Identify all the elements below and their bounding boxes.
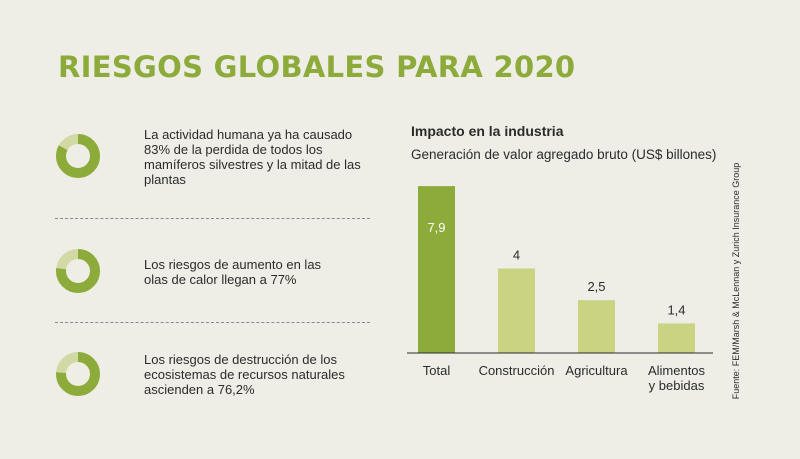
stat-text: Los riesgos de destrucción de los ecosis… xyxy=(144,352,345,397)
divider xyxy=(55,322,370,323)
category-label: Agricultura xyxy=(565,363,628,378)
divider xyxy=(55,218,370,219)
bar xyxy=(498,268,535,353)
stat-item: Los riesgos de destrucción de los ecosis… xyxy=(52,343,372,423)
source-text: Fuente: FEM/Marsh & McLennan y Zurich In… xyxy=(731,162,741,400)
data-label: 4 xyxy=(513,248,520,263)
donut-value-arc xyxy=(56,134,100,178)
donut-value-arc xyxy=(56,352,100,396)
bar xyxy=(418,186,455,353)
data-label: 1,4 xyxy=(667,302,685,317)
data-label: 7,9 xyxy=(427,220,445,235)
category-label: Alimentos xyxy=(648,363,706,378)
bar xyxy=(658,323,695,353)
category-label: y bebidas xyxy=(649,378,705,393)
page-title: RIESGOS GLOBALES PARA 2020 xyxy=(58,50,576,84)
category-label: Construcción xyxy=(479,363,555,378)
bar xyxy=(578,300,615,353)
donut-value-arc xyxy=(56,249,100,293)
stat-item: La actividad humana ya ha causado 83% de… xyxy=(52,125,372,205)
data-label: 2,5 xyxy=(587,279,605,294)
category-label: Total xyxy=(423,363,451,378)
chart-subtitle: Generación de valor agregado bruto (US$ … xyxy=(411,147,717,162)
bar-chart: 7,9 Total 4 Construcción 2,5 Agricultura 1,4 Al… xyxy=(407,186,713,393)
stat-text: La actividad humana ya ha causado 83% de… xyxy=(144,127,361,187)
donut-chart xyxy=(56,134,100,178)
source-note: Fuente: FEM/Marsh & McLennan y Zurich In… xyxy=(727,163,745,400)
donut-chart xyxy=(56,352,100,396)
stat-text: Los riesgos de aumento en las olas de ca… xyxy=(144,257,322,287)
donut-chart xyxy=(56,249,100,293)
stat-item: Los riesgos de aumento en las olas de ca… xyxy=(52,240,372,320)
chart-title: Impacto en la industria xyxy=(411,123,564,139)
